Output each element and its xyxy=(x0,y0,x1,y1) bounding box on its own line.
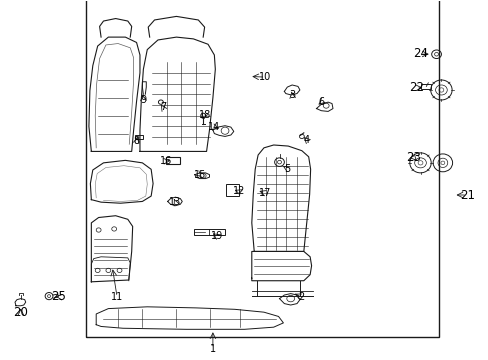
Text: 6: 6 xyxy=(318,97,324,107)
Text: 15: 15 xyxy=(193,170,205,180)
Text: 23: 23 xyxy=(406,151,420,164)
Text: 11: 11 xyxy=(111,292,123,302)
Bar xyxy=(86,0,438,337)
Text: 8: 8 xyxy=(133,136,140,147)
Text: 12: 12 xyxy=(232,186,244,197)
Text: 24: 24 xyxy=(413,48,427,60)
Text: 18: 18 xyxy=(198,110,210,120)
Text: 20: 20 xyxy=(13,306,28,319)
Bar xyxy=(225,184,239,196)
Text: 21: 21 xyxy=(459,189,474,202)
Text: 25: 25 xyxy=(51,290,66,303)
Text: 1: 1 xyxy=(209,343,216,354)
Bar xyxy=(165,157,180,163)
Text: 4: 4 xyxy=(303,135,309,145)
Bar xyxy=(421,84,430,89)
Text: 19: 19 xyxy=(210,231,223,241)
Text: 5: 5 xyxy=(284,163,290,174)
Text: 14: 14 xyxy=(208,122,220,132)
Text: 17: 17 xyxy=(259,188,271,198)
Text: 22: 22 xyxy=(408,81,423,94)
Text: 13: 13 xyxy=(169,197,181,207)
Text: 7: 7 xyxy=(160,103,165,112)
Text: 2: 2 xyxy=(298,292,305,302)
Bar xyxy=(193,229,225,235)
Text: 9: 9 xyxy=(140,95,146,105)
Text: 10: 10 xyxy=(259,72,271,82)
Text: 3: 3 xyxy=(288,90,295,100)
Bar xyxy=(135,135,142,139)
Text: 16: 16 xyxy=(159,156,171,166)
